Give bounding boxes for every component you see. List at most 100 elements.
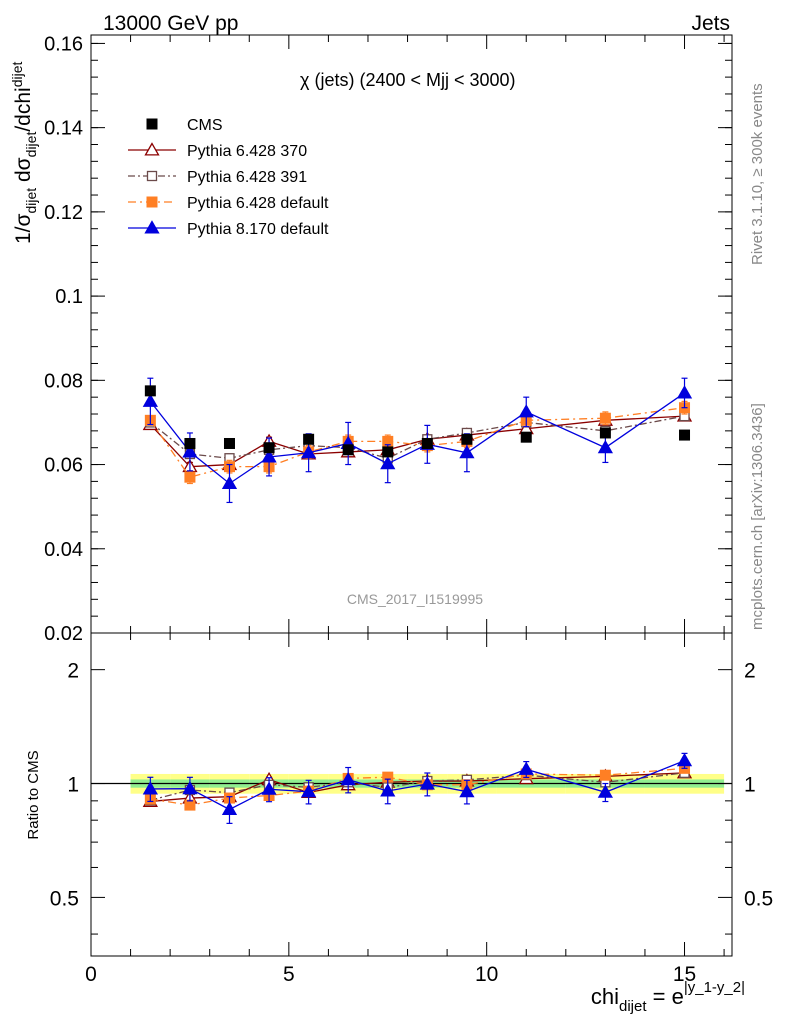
main-y-axis-label: 1/σdijet dσdijet/dchidijet xyxy=(9,62,39,244)
series-line-pythia-8-170-default xyxy=(149,392,685,485)
point-pythia-8-170-default xyxy=(380,455,396,470)
x-tick-label: 15 xyxy=(673,963,696,986)
ylabel-part-2: dσ xyxy=(12,157,35,188)
ratio-line-pythia-6-428-370 xyxy=(150,772,685,803)
legend-marker-cms xyxy=(146,118,158,130)
point-pythia-8-170-default xyxy=(518,404,534,418)
point-pythia-8-170-default xyxy=(459,444,475,459)
xlabel-part-1: chi xyxy=(591,984,619,1009)
ratio-tick-label: 0.5 xyxy=(50,887,79,910)
ratio-point-pythia-8-170-default xyxy=(340,771,356,786)
title-chi-symbol: χ xyxy=(300,70,310,90)
ratio-point-pythia-8-170-default xyxy=(459,783,475,798)
point-cms xyxy=(599,427,611,439)
ratio-point-pythia-8-170-default xyxy=(301,783,317,798)
mcplots-label: mcplots.cern.ch [arXiv:1306.3436] xyxy=(749,403,766,630)
point-pythia-6-428-default xyxy=(382,435,394,447)
ylabel-part-1: 1/σ xyxy=(12,213,35,244)
ratio-tick-label-right: 2 xyxy=(744,660,756,683)
ratio-point-pythia-8-170-default xyxy=(261,781,277,795)
ratio-axes: 0 5 10 15 0.5 0.5 1 1 2 2 xyxy=(50,632,773,986)
ylabel-sub-1: dijet xyxy=(23,188,39,214)
point-cms xyxy=(461,433,473,445)
energy-label: 13000 GeV pp xyxy=(103,12,238,35)
rivet-version-label: Rivet 3.1.10, ≥ 300k events xyxy=(749,83,766,265)
legend-marker-pythia-6-428-391 xyxy=(146,170,158,182)
point-pythia-8-170-default xyxy=(301,444,317,459)
point-cms xyxy=(382,446,394,458)
ratio-frame xyxy=(90,632,733,957)
y-tick-label: 0.02 xyxy=(44,623,83,645)
ylabel-part-3: /dchi xyxy=(12,87,35,131)
point-pythia-8-170-default xyxy=(597,439,614,454)
y-tick-label: 0.04 xyxy=(44,539,83,561)
xlabel-sup: |y_1-y_2| xyxy=(684,979,745,996)
point-pythia-8-170-default xyxy=(142,393,158,407)
ratio-point-pythia-8-170-default xyxy=(142,781,158,795)
y-tick-label: 0.1 xyxy=(55,286,83,308)
ratio-point-pythia-8-170-default xyxy=(419,776,435,790)
legend-label-pythia-6-428-370: Pythia 6.428 370 xyxy=(187,143,307,160)
ratio-y-axis-label: Ratio to CMS xyxy=(25,750,42,839)
point-pythia-6-428-default xyxy=(599,412,611,424)
point-cms xyxy=(144,385,156,397)
ratio-point-pythia-8-170-default xyxy=(221,801,238,816)
point-cms xyxy=(520,431,532,443)
point-pythia-8-170-default xyxy=(221,475,238,490)
series-line-pythia-6-428-default xyxy=(149,407,685,478)
ylabel-sub-3: dijet xyxy=(9,62,25,88)
point-cms xyxy=(679,429,691,441)
y-tick-label: 0.12 xyxy=(44,202,83,224)
ratio-point-pythia-6-428-default xyxy=(599,769,611,781)
y-tick-label: 0.08 xyxy=(44,370,83,392)
x-tick-label: 10 xyxy=(475,963,498,986)
point-pythia-6-428-default xyxy=(184,471,196,483)
ylabel-sub-2: dijet xyxy=(23,132,39,158)
point-pythia-8-170-default xyxy=(182,444,198,458)
y-tick-label: 0.16 xyxy=(44,33,83,55)
main-series-layer xyxy=(142,377,693,504)
ratio-point-pythia-8-170-default xyxy=(380,783,396,797)
point-pythia-8-170-default xyxy=(261,449,277,463)
point-cms xyxy=(223,437,235,449)
ratio-line-pythia-8-170-default xyxy=(150,760,685,811)
legend: CMS Pythia 6.428 370 Pythia 6.428 391 Pythi… xyxy=(128,117,329,238)
ratio-tick-label: 2 xyxy=(67,660,79,683)
y-tick-label: 0.06 xyxy=(44,455,83,477)
process-label: Jets xyxy=(691,12,730,35)
x-tick-label: 0 xyxy=(85,963,97,986)
point-cms xyxy=(342,444,354,456)
legend-marker-pythia-8-170-default xyxy=(144,220,160,234)
ratio-tick-label-right: 0.5 xyxy=(744,887,773,910)
point-cms xyxy=(421,437,433,449)
ratio-point-pythia-8-170-default xyxy=(182,780,198,795)
title-text: (jets) (2400 < Mjj < 3000) xyxy=(309,70,515,90)
point-cms xyxy=(184,437,196,449)
analysis-label: CMS_2017_I1519995 xyxy=(347,591,483,607)
legend-marker-pythia-6-428-370 xyxy=(144,142,160,156)
ratio-series-layer xyxy=(142,752,693,824)
point-pythia-8-170-default xyxy=(676,385,693,399)
x-axis-label: chidijet = e|y_1-y_2| xyxy=(591,979,745,1015)
ratio-point-pythia-6-428-default xyxy=(184,799,196,811)
xlabel-sub: dijet xyxy=(619,998,647,1015)
main-title: χ (jets) (2400 < Mjj < 3000) xyxy=(300,70,516,90)
ratio-point-pythia-8-170-default xyxy=(518,761,534,775)
ratio-point-pythia-6-428-default xyxy=(382,771,394,783)
ratio-line-pythia-6-428-default xyxy=(150,767,685,806)
series-line-pythia-6-428-370 xyxy=(149,415,685,468)
legend-marker-pythia-6-428-default xyxy=(146,196,158,208)
point-cms xyxy=(303,433,315,445)
ratio-point-pythia-8-170-default xyxy=(597,784,614,798)
legend-label-cms: CMS xyxy=(187,117,223,134)
xlabel-part-2: = e xyxy=(647,984,684,1009)
ratio-tick-label-right: 1 xyxy=(744,774,756,797)
legend-label-pythia-6-428-391: Pythia 6.428 391 xyxy=(187,169,307,186)
ratio-point-pythia-8-170-default xyxy=(676,752,693,767)
ratio-tick-label: 1 xyxy=(67,774,79,797)
legend-label-pythia-6-428-default: Pythia 6.428 default xyxy=(187,195,329,212)
legend-label-pythia-8-170-default: Pythia 8.170 default xyxy=(187,221,329,238)
y-tick-label: 0.14 xyxy=(44,118,83,140)
point-cms xyxy=(263,442,275,454)
